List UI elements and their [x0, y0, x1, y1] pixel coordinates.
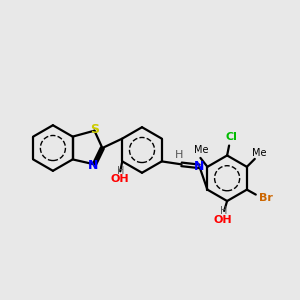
Text: H: H — [220, 206, 228, 216]
Text: H: H — [117, 166, 124, 176]
Text: OH: OH — [214, 215, 232, 225]
Text: N: N — [88, 159, 99, 172]
Text: Br: Br — [259, 193, 273, 202]
Text: Me: Me — [194, 145, 209, 155]
Text: N: N — [194, 160, 205, 173]
Text: OH: OH — [111, 174, 130, 184]
Text: S: S — [90, 123, 99, 136]
Text: Me: Me — [253, 148, 267, 158]
Text: H: H — [176, 150, 184, 161]
Text: Cl: Cl — [225, 132, 237, 142]
